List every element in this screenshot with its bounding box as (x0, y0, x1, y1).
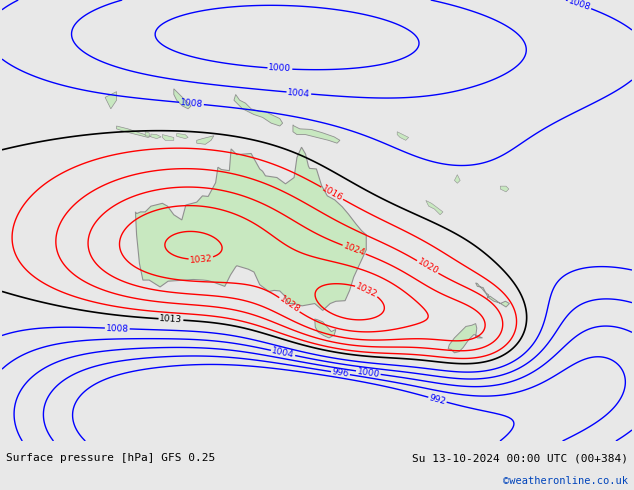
Text: 992: 992 (428, 393, 447, 406)
Polygon shape (177, 133, 188, 139)
Text: 1008: 1008 (106, 323, 129, 333)
Polygon shape (145, 132, 149, 136)
Text: 1000: 1000 (268, 64, 292, 74)
Text: 1016: 1016 (320, 184, 344, 203)
Text: 996: 996 (331, 368, 350, 379)
Text: Surface pressure [hPa] GFS 0.25: Surface pressure [hPa] GFS 0.25 (6, 453, 216, 463)
Polygon shape (455, 174, 460, 183)
Polygon shape (234, 95, 283, 126)
Text: ©weatheronline.co.uk: ©weatheronline.co.uk (503, 476, 628, 486)
Text: 1020: 1020 (415, 257, 440, 277)
Polygon shape (426, 200, 443, 215)
Text: 1024: 1024 (342, 242, 366, 258)
Polygon shape (476, 283, 510, 307)
Polygon shape (151, 134, 161, 139)
Polygon shape (448, 323, 482, 353)
Polygon shape (314, 319, 336, 338)
Text: Su 13-10-2024 00:00 UTC (00+384): Su 13-10-2024 00:00 UTC (00+384) (411, 453, 628, 463)
Text: 1013: 1013 (159, 314, 183, 325)
Text: 1008: 1008 (567, 0, 592, 12)
Text: 1004: 1004 (271, 346, 295, 360)
Text: 1028: 1028 (278, 294, 301, 315)
Polygon shape (136, 147, 366, 311)
Polygon shape (197, 136, 214, 145)
Text: 1008: 1008 (179, 98, 204, 109)
Polygon shape (105, 92, 117, 109)
Text: 1032: 1032 (189, 254, 213, 265)
Polygon shape (174, 89, 191, 109)
Polygon shape (293, 125, 340, 143)
Text: 1000: 1000 (356, 367, 380, 379)
Text: 1004: 1004 (287, 88, 311, 98)
Polygon shape (117, 126, 151, 138)
Polygon shape (500, 186, 509, 192)
Polygon shape (397, 132, 409, 140)
Polygon shape (162, 135, 174, 140)
Text: 1032: 1032 (354, 281, 379, 299)
